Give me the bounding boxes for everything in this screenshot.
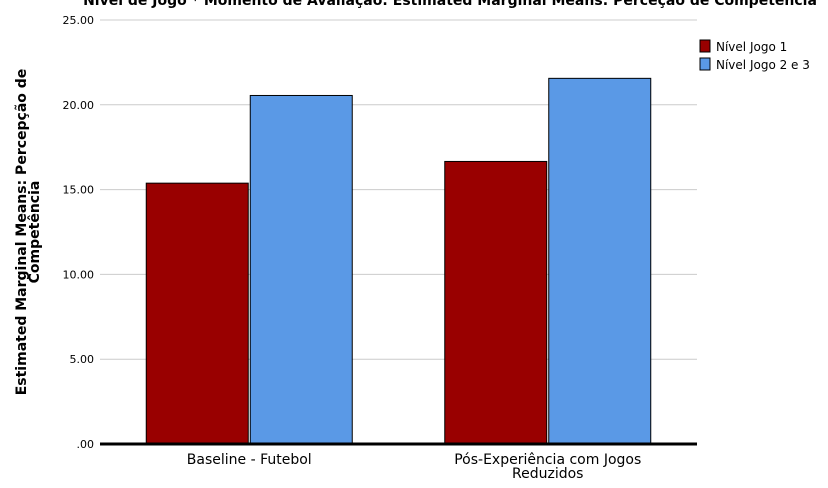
y-tick-label: .00 <box>77 438 95 451</box>
chart-title: Nível de Jogo * Momento de Avaliação: Es… <box>83 0 817 9</box>
y-tick-label: 15.00 <box>63 184 95 197</box>
x-category-label: Baseline - Futebol <box>187 452 312 468</box>
y-tick-label: 20.00 <box>63 99 95 112</box>
y-axis-label: Estimated Marginal Means: Percepção deCo… <box>14 69 43 396</box>
legend-swatch <box>699 39 711 53</box>
bar-2-1 <box>444 160 548 445</box>
legend-label: Nível Jogo 1 <box>716 40 787 54</box>
legend: Nível Jogo 1 Nível Jogo 2 e 3 <box>699 39 810 72</box>
y-tick-label: 25.00 <box>63 14 95 27</box>
y-tick-label: 10.00 <box>63 268 95 281</box>
bar-1-2 <box>249 94 353 445</box>
bar-2-2 <box>548 77 652 445</box>
y-tick-label: 5.00 <box>70 353 95 366</box>
x-category-labels: Baseline - Futebol Pós-Experiência com Jo… <box>187 452 641 482</box>
bars <box>145 77 652 445</box>
y-tick-labels: .00 5.00 10.00 15.00 20.00 25.00 <box>63 14 95 451</box>
bar-1-1 <box>145 182 249 445</box>
x-category-label: Pós-Experiência com Jogos Reduzidos <box>454 452 641 482</box>
legend-label: Nível Jogo 2 e 3 <box>716 58 810 72</box>
legend-swatch <box>699 57 711 71</box>
